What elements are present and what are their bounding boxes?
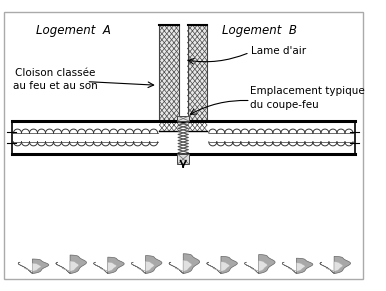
Polygon shape bbox=[25, 263, 41, 271]
Polygon shape bbox=[56, 255, 86, 274]
Polygon shape bbox=[327, 262, 343, 271]
Bar bbox=[178, 154, 189, 164]
Text: Cloison classée
au feu et au son: Cloison classée au feu et au son bbox=[13, 68, 98, 91]
Polygon shape bbox=[94, 257, 124, 274]
Polygon shape bbox=[245, 255, 275, 274]
Bar bbox=[178, 116, 189, 121]
Text: Emplacement typique
du coupe-feu: Emplacement typique du coupe-feu bbox=[250, 86, 364, 110]
Polygon shape bbox=[251, 261, 267, 271]
Polygon shape bbox=[131, 255, 162, 274]
Bar bbox=[188, 25, 207, 131]
Polygon shape bbox=[207, 256, 237, 274]
Polygon shape bbox=[282, 258, 313, 274]
Polygon shape bbox=[320, 256, 350, 274]
Bar bbox=[12, 121, 355, 154]
Polygon shape bbox=[289, 263, 305, 271]
Polygon shape bbox=[213, 262, 230, 271]
Text: Logement  A: Logement A bbox=[36, 24, 111, 37]
Polygon shape bbox=[176, 260, 192, 271]
Polygon shape bbox=[138, 261, 154, 271]
Bar bbox=[159, 25, 179, 131]
Polygon shape bbox=[169, 254, 200, 274]
Polygon shape bbox=[63, 261, 79, 271]
Polygon shape bbox=[100, 262, 117, 271]
Text: Logement  B: Logement B bbox=[222, 24, 297, 37]
Text: Lame d'air: Lame d'air bbox=[251, 46, 306, 56]
Polygon shape bbox=[18, 259, 49, 274]
